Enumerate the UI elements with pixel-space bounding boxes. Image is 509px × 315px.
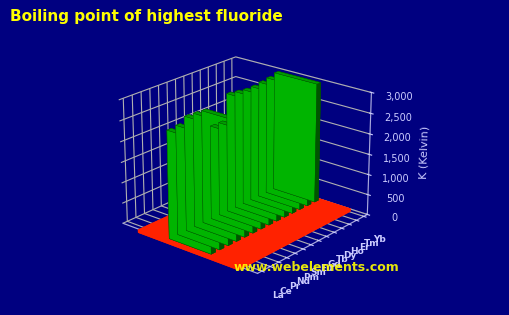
Text: Boiling point of highest fluoride: Boiling point of highest fluoride <box>10 9 282 25</box>
Text: www.webelements.com: www.webelements.com <box>233 261 399 274</box>
